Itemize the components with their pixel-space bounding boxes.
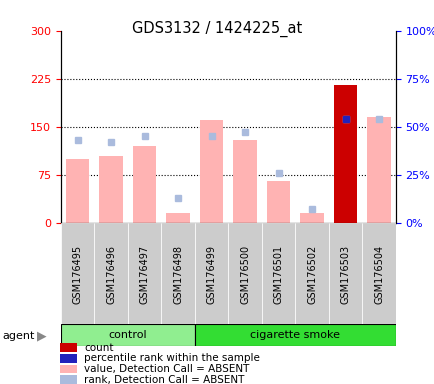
Bar — [133, 146, 156, 223]
Bar — [333, 85, 356, 223]
Text: count: count — [84, 343, 114, 353]
Text: percentile rank within the sample: percentile rank within the sample — [84, 353, 260, 363]
Bar — [60, 343, 77, 352]
Bar — [61, 324, 194, 346]
Bar — [99, 156, 122, 223]
Text: GSM176497: GSM176497 — [139, 245, 149, 304]
Bar — [300, 213, 323, 223]
Text: GSM176504: GSM176504 — [373, 245, 383, 304]
Text: value, Detection Call = ABSENT: value, Detection Call = ABSENT — [84, 364, 249, 374]
Bar — [362, 223, 395, 326]
Bar — [166, 213, 189, 223]
Bar — [60, 375, 77, 384]
Text: GSM176499: GSM176499 — [206, 245, 216, 304]
Text: GSM176503: GSM176503 — [340, 245, 350, 304]
Text: GSM176496: GSM176496 — [106, 245, 116, 304]
Text: GSM176501: GSM176501 — [273, 245, 283, 304]
Bar — [66, 159, 89, 223]
Text: GDS3132 / 1424225_at: GDS3132 / 1424225_at — [132, 21, 302, 37]
Text: rank, Detection Call = ABSENT: rank, Detection Call = ABSENT — [84, 374, 244, 384]
Text: agent: agent — [2, 331, 34, 341]
Bar — [60, 354, 77, 363]
Bar — [328, 223, 362, 326]
Bar — [261, 223, 295, 326]
Bar — [128, 223, 161, 326]
Bar — [367, 117, 390, 223]
Text: cigarette smoke: cigarette smoke — [250, 330, 339, 340]
Bar — [228, 223, 261, 326]
Bar — [194, 324, 395, 346]
Text: ▶: ▶ — [36, 329, 46, 343]
Bar — [295, 223, 328, 326]
Bar — [333, 85, 356, 223]
Text: control: control — [108, 330, 147, 340]
Bar — [233, 139, 256, 223]
Text: GSM176498: GSM176498 — [173, 245, 183, 304]
Text: GSM176495: GSM176495 — [72, 245, 82, 304]
Bar — [194, 223, 228, 326]
Bar — [161, 223, 194, 326]
Text: GSM176502: GSM176502 — [306, 245, 316, 304]
Text: GSM176500: GSM176500 — [240, 245, 250, 304]
Bar — [200, 120, 223, 223]
Bar — [60, 364, 77, 373]
Bar — [266, 181, 289, 223]
Bar — [61, 223, 94, 326]
Bar — [94, 223, 128, 326]
